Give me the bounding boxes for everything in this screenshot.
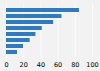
svg-text:40: 40 [37,61,45,69]
svg-text:0: 0 [4,61,8,69]
svg-text:80: 80 [71,61,79,69]
svg-text:60: 60 [54,61,62,69]
svg-text:20: 20 [20,61,28,69]
svg-text:100: 100 [86,61,98,69]
